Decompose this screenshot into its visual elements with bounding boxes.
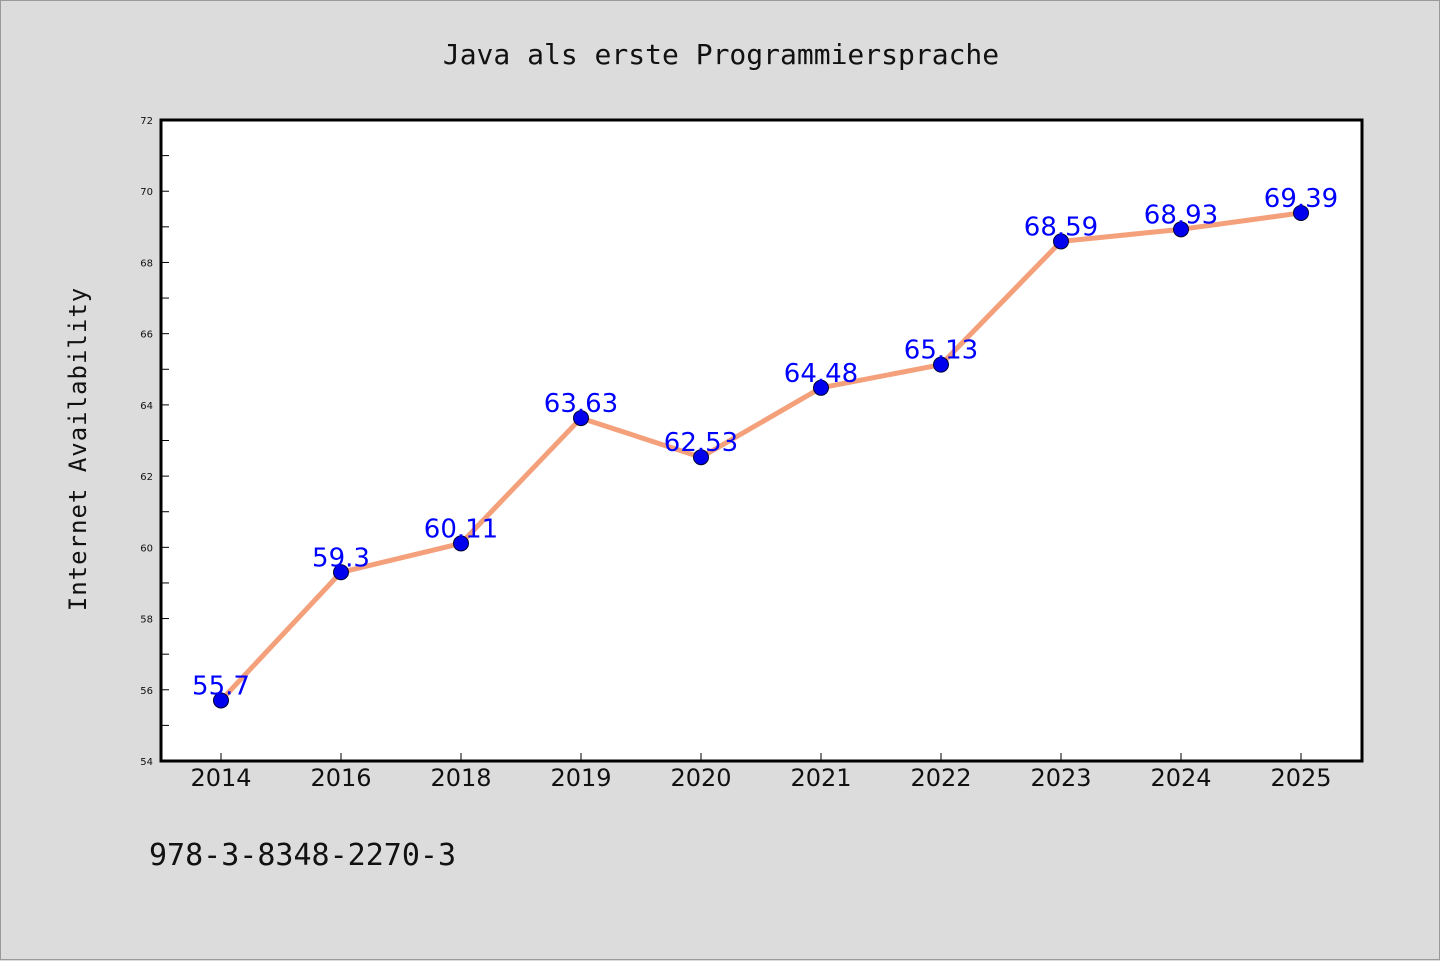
y-tick-label: 56 bbox=[140, 686, 153, 697]
data-label: 68.59 bbox=[1024, 212, 1098, 242]
x-tick-label: 2014 bbox=[190, 764, 251, 792]
y-tick-label: 62 bbox=[140, 472, 153, 483]
y-tick-label: 72 bbox=[140, 116, 153, 127]
y-axis: 54 56 58 60 62 64 66 68 70 72 bbox=[140, 116, 169, 768]
x-tick-label: 2024 bbox=[1150, 764, 1211, 792]
x-tick-label: 2025 bbox=[1270, 764, 1331, 792]
y-tick-label: 54 bbox=[140, 757, 153, 768]
data-point bbox=[813, 379, 829, 396]
y-tick-label: 68 bbox=[140, 258, 153, 269]
series-line-path bbox=[218, 210, 1304, 703]
data-label: 62.53 bbox=[664, 428, 738, 458]
series-line bbox=[218, 210, 1304, 703]
y-tick-label: 60 bbox=[140, 543, 153, 554]
y-tick-label: 70 bbox=[140, 187, 153, 198]
data-label: 55.7 bbox=[192, 671, 250, 701]
series-markers bbox=[213, 204, 1309, 709]
x-tick-label: 2023 bbox=[1030, 764, 1091, 792]
data-label: 63.63 bbox=[544, 389, 618, 419]
y-tick-label: 66 bbox=[140, 330, 153, 341]
data-label: 59.3 bbox=[312, 543, 370, 573]
chart-title: Java als erste Programmiersprache bbox=[443, 38, 999, 71]
data-point bbox=[1173, 221, 1189, 238]
x-tick-label: 2016 bbox=[310, 764, 371, 792]
isbn-text: 978-3-8348-2270-3 bbox=[149, 838, 456, 873]
data-labels: 55.7 59.3 60.11 63.63 62.53 64.48 65.13 68.59 68… bbox=[192, 184, 1338, 702]
x-tick-label: 2018 bbox=[430, 764, 491, 792]
data-label: 64.48 bbox=[784, 359, 858, 389]
data-point bbox=[453, 535, 469, 552]
data-label: 68.93 bbox=[1144, 200, 1218, 230]
x-tick-label: 2022 bbox=[910, 764, 971, 792]
y-tick-label: 58 bbox=[140, 615, 153, 626]
plot-area bbox=[159, 118, 1364, 763]
data-label: 69.39 bbox=[1264, 184, 1338, 214]
data-point bbox=[333, 564, 349, 581]
x-tick-label: 2019 bbox=[550, 764, 611, 792]
data-point bbox=[573, 410, 589, 427]
x-tick-label: 2020 bbox=[670, 764, 731, 792]
data-point bbox=[933, 356, 949, 373]
data-point bbox=[693, 449, 709, 466]
data-point bbox=[1293, 204, 1309, 221]
data-label: 65.13 bbox=[904, 336, 978, 366]
data-point bbox=[213, 692, 229, 709]
x-tick-label: 2021 bbox=[790, 764, 851, 792]
x-axis: 2014 2016 2018 2019 2020 2021 2022 2023 2024 2025 bbox=[190, 753, 1332, 792]
y-axis-label: Internet Availability bbox=[64, 287, 92, 611]
data-point bbox=[1053, 233, 1069, 250]
data-label: 60.11 bbox=[424, 514, 498, 544]
y-tick-label: 64 bbox=[140, 401, 153, 412]
